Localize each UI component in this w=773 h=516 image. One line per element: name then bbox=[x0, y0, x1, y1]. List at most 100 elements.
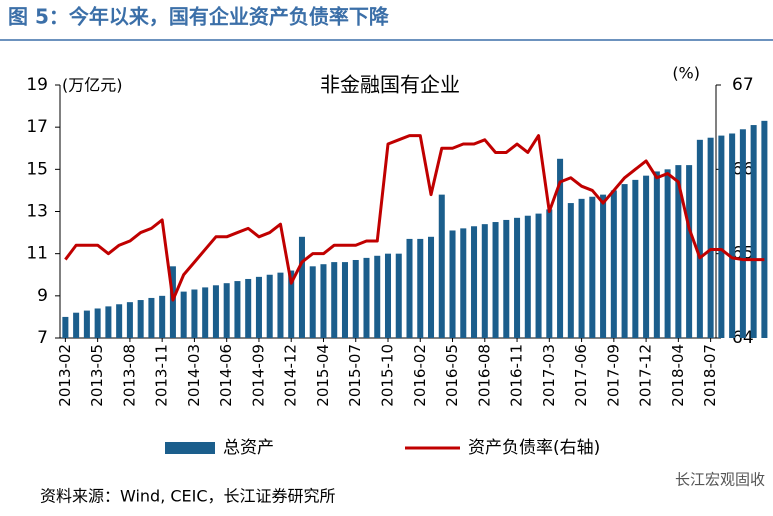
subtitle: 非金融国有企业 bbox=[320, 73, 460, 97]
bar bbox=[546, 209, 553, 338]
bar bbox=[105, 306, 112, 338]
x-tick-label: 2014-03 bbox=[185, 344, 203, 407]
bar bbox=[761, 120, 768, 338]
y-tick-label: 11 bbox=[26, 244, 48, 264]
bar bbox=[632, 179, 639, 338]
x-tick-label: 2017-06 bbox=[572, 344, 590, 407]
bar bbox=[191, 289, 198, 338]
bar bbox=[116, 304, 123, 338]
x-tick-label: 2018-07 bbox=[701, 344, 719, 407]
bar bbox=[406, 238, 413, 338]
bar bbox=[696, 139, 703, 338]
x-tick-label: 2014-06 bbox=[217, 344, 235, 407]
bar bbox=[675, 165, 682, 338]
bar bbox=[363, 257, 370, 338]
bar bbox=[567, 203, 574, 338]
x-tick-label: 2016-02 bbox=[411, 344, 429, 407]
bar bbox=[352, 259, 359, 338]
bar bbox=[331, 262, 338, 338]
bar bbox=[750, 125, 757, 338]
bar bbox=[309, 266, 316, 338]
bar bbox=[524, 215, 531, 338]
bar bbox=[610, 190, 617, 338]
x-tick-label: 2016-11 bbox=[508, 344, 526, 407]
bar bbox=[83, 310, 90, 338]
bar bbox=[621, 184, 628, 338]
x-tick-label: 2014-09 bbox=[249, 344, 267, 407]
bar bbox=[653, 171, 660, 338]
legend-label: 资产负债率(右轴) bbox=[468, 438, 600, 458]
source: 资料来源：Wind, CEIC，长江证券研究所 bbox=[40, 487, 336, 506]
bar bbox=[202, 287, 209, 338]
bar bbox=[729, 133, 736, 338]
bar bbox=[395, 253, 402, 338]
bar bbox=[503, 219, 510, 338]
x-tick-label: 2013-02 bbox=[56, 344, 74, 407]
y-tick-label: 17 bbox=[26, 117, 48, 137]
bar bbox=[255, 276, 262, 338]
bar bbox=[578, 198, 585, 338]
bar bbox=[460, 228, 467, 338]
bar bbox=[739, 129, 746, 338]
bar bbox=[535, 213, 542, 338]
watermark: 长江宏观固收 bbox=[675, 471, 765, 489]
bar bbox=[438, 194, 445, 338]
y2-tick-label: 67 bbox=[732, 75, 754, 95]
legend-label: 总资产 bbox=[223, 438, 274, 458]
bar bbox=[417, 238, 424, 338]
bar bbox=[600, 194, 607, 338]
bar bbox=[384, 253, 392, 338]
bar bbox=[492, 222, 499, 338]
bar bbox=[707, 137, 714, 338]
bar bbox=[148, 297, 155, 338]
y-tick-label: 15 bbox=[26, 159, 48, 179]
bar bbox=[718, 135, 725, 338]
bar bbox=[180, 291, 187, 338]
bar bbox=[664, 169, 671, 338]
y2-axis-label: (%) bbox=[672, 64, 700, 83]
bar bbox=[341, 262, 348, 338]
x-tick-label: 2015-04 bbox=[314, 344, 332, 407]
bar bbox=[449, 230, 456, 338]
x-tick-label: 2017-03 bbox=[540, 344, 558, 407]
x-tick-label: 2015-10 bbox=[379, 344, 397, 407]
y-tick-label: 13 bbox=[26, 202, 48, 222]
y-tick-label: 9 bbox=[37, 286, 48, 306]
x-tick-label: 2016-05 bbox=[443, 344, 461, 407]
bar bbox=[298, 236, 305, 338]
bar bbox=[686, 165, 693, 338]
bar bbox=[374, 255, 381, 338]
x-tick-label: 2018-04 bbox=[669, 344, 687, 407]
bar bbox=[212, 285, 219, 338]
x-tick-label: 2013-08 bbox=[120, 344, 138, 407]
bar bbox=[126, 302, 133, 338]
bar bbox=[94, 308, 101, 338]
bar bbox=[589, 196, 596, 338]
y-tick-label: 19 bbox=[26, 75, 48, 95]
bar bbox=[223, 283, 230, 338]
x-tick-label: 2013-05 bbox=[88, 344, 106, 407]
bar bbox=[428, 236, 435, 338]
x-tick-label: 2013-11 bbox=[153, 344, 171, 407]
bar bbox=[481, 224, 488, 338]
x-tick-label: 2017-12 bbox=[637, 344, 655, 407]
x-tick-label: 2017-09 bbox=[604, 344, 622, 407]
x-tick-label: 2015-07 bbox=[346, 344, 364, 407]
bar bbox=[159, 295, 166, 338]
x-tick-label: 2014-12 bbox=[282, 344, 300, 407]
chart-title: 图 5：今年以来，国有企业资产负债率下降 bbox=[8, 5, 390, 29]
bar bbox=[137, 300, 144, 338]
bar bbox=[234, 281, 241, 338]
bar bbox=[471, 226, 478, 338]
bar bbox=[73, 312, 80, 338]
bar bbox=[320, 264, 327, 338]
line bbox=[64, 134, 765, 302]
bar bbox=[245, 278, 252, 338]
bar bbox=[62, 316, 69, 338]
bar bbox=[277, 272, 284, 338]
bar bbox=[557, 158, 564, 338]
y-axis-label: (万亿元) bbox=[62, 76, 123, 95]
x-tick-label: 2016-08 bbox=[475, 344, 493, 407]
bar bbox=[514, 217, 521, 338]
